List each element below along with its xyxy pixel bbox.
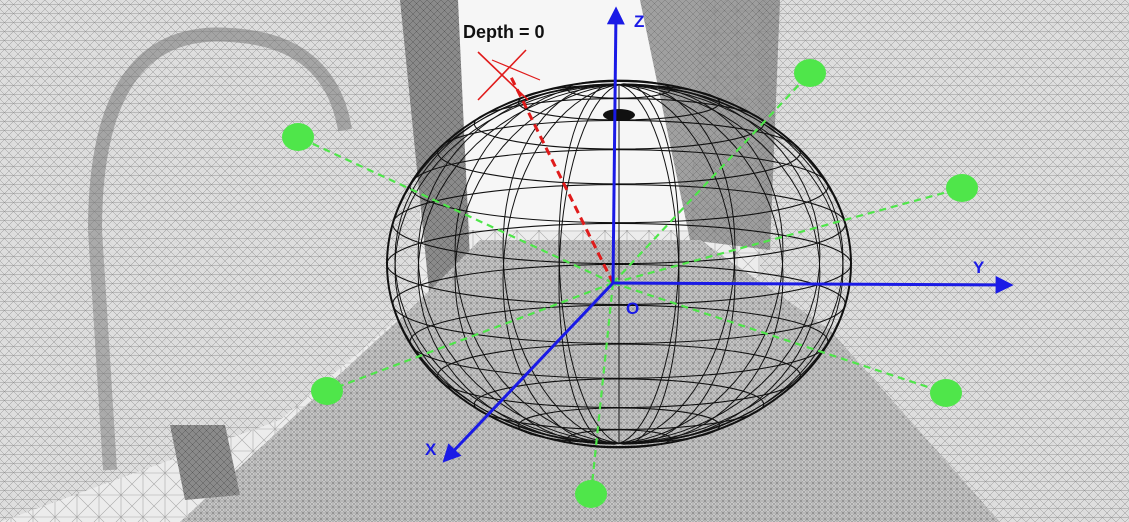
sample-ray-endpoint: [575, 480, 607, 508]
sample-ray-line: [326, 281, 614, 393]
sample-ray-endpoint: [282, 123, 314, 151]
depth-cross-mark: [477, 49, 541, 101]
sample-ray-endpoint: [794, 59, 826, 87]
depth-label: Depth = 0: [463, 22, 545, 42]
axis-y-line: [612, 275, 1014, 294]
sample-ray-line: [612, 281, 947, 395]
origin-label: O: [626, 299, 639, 318]
sample-ray-endpoint: [311, 377, 343, 405]
sample-ray-line: [297, 136, 614, 284]
axis-x-label: X: [425, 440, 437, 459]
sample-ray-endpoint: [930, 379, 962, 407]
axis-x-line: [442, 281, 615, 463]
axis-z-label: Z: [634, 12, 644, 31]
axis-z-line: [606, 6, 625, 284]
sample-ray-endpoint: [946, 174, 978, 202]
sample-rays: [282, 59, 978, 508]
sample-ray-line: [612, 186, 963, 285]
axis-y-label: Y: [973, 258, 985, 277]
unit-sphere-wireframe: [386, 79, 852, 449]
